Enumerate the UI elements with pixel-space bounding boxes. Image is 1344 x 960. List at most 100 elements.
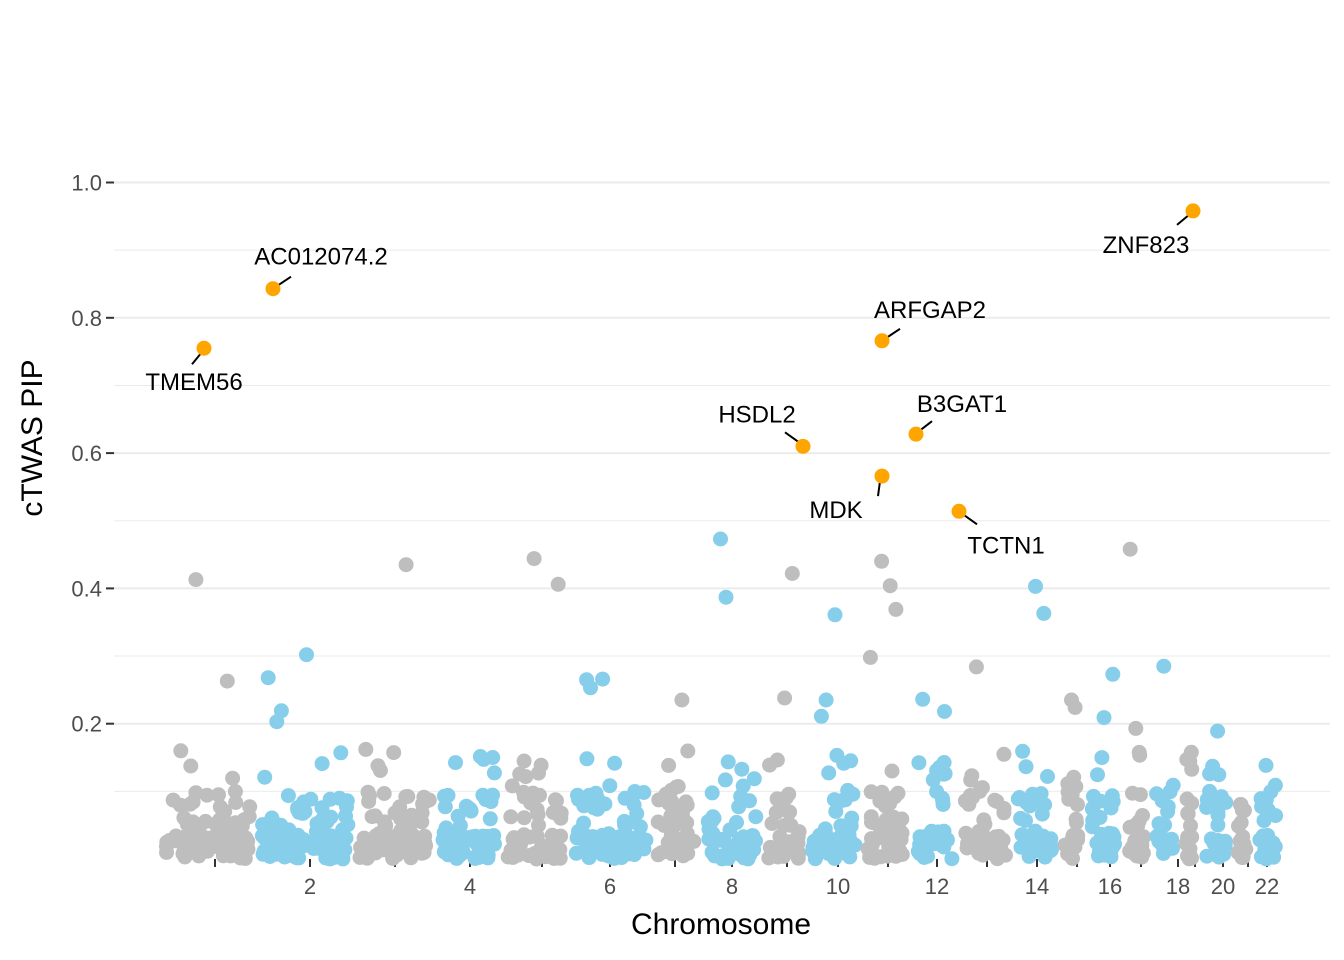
gene-point-notable <box>862 649 878 665</box>
gene-point <box>549 793 564 809</box>
gene-point <box>1068 811 1084 827</box>
gene-point <box>783 817 799 833</box>
gene-point <box>255 817 271 833</box>
gene-point-notable <box>219 673 235 689</box>
gene-point <box>936 755 952 770</box>
gene-point <box>438 820 454 836</box>
gene-point-notable <box>813 708 829 724</box>
gene-point <box>1162 784 1178 800</box>
gene-label: AC012074.2 <box>254 244 387 271</box>
gene-point-notable <box>1128 720 1144 736</box>
gene-point <box>398 789 414 805</box>
gene-point <box>200 843 215 859</box>
gene-point <box>1125 785 1140 801</box>
gene-point-notable <box>1205 758 1221 774</box>
gene-point <box>1131 842 1147 858</box>
gene-point <box>1015 743 1031 759</box>
gene-point <box>679 815 695 831</box>
gene-point <box>386 745 402 761</box>
gene-point <box>1199 848 1215 864</box>
x-tick-label: 8 <box>726 874 738 899</box>
gene-point <box>518 769 534 785</box>
gene-point <box>553 805 569 821</box>
gene-point <box>314 800 330 816</box>
gene-point-notable <box>260 670 276 686</box>
x-tick-label: 6 <box>604 874 616 899</box>
gene-label: B3GAT1 <box>917 391 1007 418</box>
gene-point <box>372 763 388 778</box>
gene-point <box>996 746 1012 762</box>
gene-point <box>376 822 392 838</box>
gene-point <box>884 763 900 779</box>
gene-point <box>661 757 677 773</box>
gene-point <box>217 821 233 837</box>
gene-point <box>816 841 832 857</box>
gene-point <box>1085 812 1101 828</box>
gene-point-notable <box>713 531 728 547</box>
gene-point <box>1183 818 1198 834</box>
x-tick-label: 12 <box>925 874 949 899</box>
gene-point <box>367 808 383 824</box>
gene-point <box>650 847 666 863</box>
gene-point-notable <box>818 692 834 708</box>
gene-point <box>872 793 888 809</box>
gene-point <box>748 809 764 825</box>
gene-point <box>971 828 987 844</box>
y-tick-label: 0.6 <box>71 441 102 466</box>
x-tick-label: 22 <box>1255 874 1279 899</box>
gene-point <box>579 751 595 767</box>
y-tick-label: 0.4 <box>71 576 102 601</box>
gene-point <box>228 795 244 810</box>
gene-point <box>821 765 837 781</box>
gene-point <box>812 827 828 843</box>
highlighted-gene-point <box>196 340 212 356</box>
gene-point <box>217 803 233 819</box>
highlighted-gene-point <box>1185 203 1201 219</box>
gene-point-notable <box>1156 658 1172 674</box>
gene-point <box>925 772 941 788</box>
highlighted-genes: TMEM56 AC012074.2 HSDL2 ARFGAP2 MDK B3GAT1 TCT… <box>145 203 1201 559</box>
gene-point <box>280 788 296 804</box>
gene-point <box>1180 806 1196 822</box>
gene-point <box>1154 837 1170 853</box>
gene-point <box>1094 826 1110 842</box>
gene-point <box>840 782 856 798</box>
gene-point <box>776 843 792 859</box>
gene-point <box>240 841 256 857</box>
gene-point <box>746 771 762 787</box>
gene-point <box>256 844 272 860</box>
gene-point <box>974 780 990 796</box>
gene-point <box>656 818 672 833</box>
x-tick-label: 14 <box>1025 874 1049 899</box>
gene-point <box>740 851 756 867</box>
gene-label: MDK <box>809 497 862 524</box>
gene-label-connector <box>1176 214 1190 226</box>
gene-point <box>674 836 689 852</box>
gene-point <box>385 850 401 866</box>
gene-point <box>360 784 376 800</box>
gene-label-connector <box>784 431 800 444</box>
gene-point <box>1232 797 1248 812</box>
gene-point <box>847 837 863 853</box>
gene-point <box>179 840 195 856</box>
gene-points <box>159 531 1284 867</box>
gene-point-notable <box>398 557 414 573</box>
gene-point-notable <box>915 691 931 707</box>
gene-point <box>303 791 319 807</box>
gene-point <box>1184 829 1200 845</box>
gene-point <box>530 807 546 822</box>
gene-point <box>616 813 632 829</box>
x-axis: 2 4 6 8 10 12 14 16 18 20 22 <box>214 859 1279 899</box>
gene-point <box>1018 759 1034 775</box>
gene-point <box>829 747 845 763</box>
gene-point <box>532 787 547 803</box>
gene-point <box>273 817 289 833</box>
gene-point <box>1266 849 1282 865</box>
gene-point <box>911 755 927 771</box>
gene-point <box>165 792 181 808</box>
gene-point <box>1231 818 1246 834</box>
gene-point <box>703 829 719 845</box>
gene-point-notable <box>269 714 285 730</box>
x-tick-label: 20 <box>1211 874 1235 899</box>
gene-point-notable <box>579 672 595 688</box>
